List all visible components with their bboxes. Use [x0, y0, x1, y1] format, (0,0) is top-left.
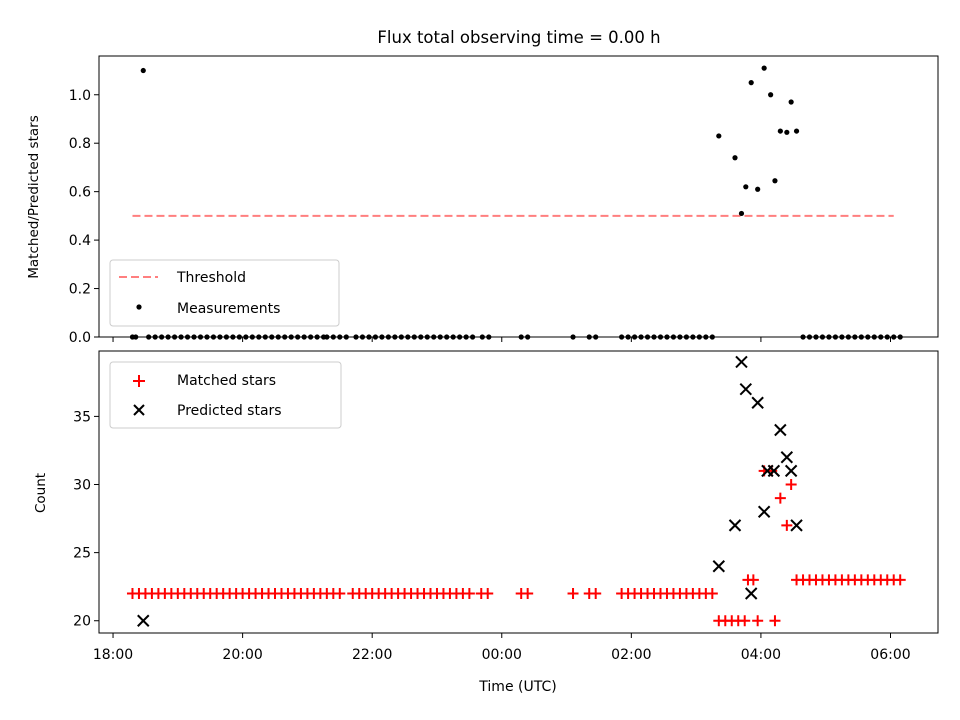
predicted-star-point — [739, 382, 753, 396]
measurements-legend-swatch — [136, 304, 142, 310]
predicted-star-point — [767, 464, 781, 478]
measurement-point — [788, 99, 794, 105]
predicted-star-stroke-b — [780, 451, 794, 464]
measurement-point — [761, 65, 767, 71]
ratio-legend: Threshold Measurements — [109, 259, 340, 327]
count-y-axis-label: Count — [33, 473, 49, 513]
predicted-star-point — [744, 587, 758, 600]
predicted-star-stroke-b — [735, 355, 748, 369]
count-x-tick-label: 06:00 — [870, 647, 910, 663]
measurement-point — [743, 184, 749, 190]
predicted-star-point — [735, 355, 748, 369]
predicted-star-stroke-b — [790, 519, 803, 532]
matched-stars-series — [126, 465, 906, 627]
measurement-point — [777, 128, 783, 134]
matched-star-point — [463, 587, 475, 599]
ratio-y-tick-label: 1.0 — [69, 88, 91, 104]
predicted-star-stroke-b — [784, 464, 798, 478]
matched-star-point — [894, 574, 906, 586]
matched-star-point — [590, 587, 602, 599]
matched-star-point — [785, 479, 797, 491]
predicted-star-stroke-b — [137, 614, 150, 627]
matched-star-point — [739, 615, 751, 627]
predicted-star-stroke-b — [712, 560, 726, 573]
matched-star-point — [334, 587, 346, 599]
matched-star-point — [706, 587, 718, 599]
predicted-star-point — [784, 464, 798, 478]
measurement-point — [793, 128, 800, 134]
matched-star-point — [769, 615, 781, 627]
ratio-y-tick-label: 0.0 — [69, 330, 91, 346]
predicted-star-point — [137, 614, 150, 627]
count-legend: Matched stars Predicted stars — [109, 361, 342, 429]
measurement-point — [140, 67, 146, 74]
matched-star-point — [774, 492, 786, 504]
matched-legend-swatch — [133, 375, 145, 387]
count-y-tick-label: 25 — [73, 546, 91, 562]
matched-star-point — [747, 574, 759, 586]
matched-star-point — [567, 587, 579, 599]
ratio-legend-box — [109, 259, 340, 327]
measurement-point — [755, 186, 761, 192]
ratio-x-axis — [112, 337, 891, 342]
ratio-y-tick-label: 0.2 — [69, 282, 91, 298]
ratio-y-axis: 0.0 0.2 0.4 0.6 0.8 1.0 — [69, 88, 99, 346]
measurements-legend-label: Measurements — [177, 301, 280, 317]
matched-star-point — [522, 587, 534, 599]
count-y-tick-label: 30 — [73, 478, 91, 494]
predicted-legend-swatch — [133, 404, 145, 416]
x-axis-label: Time (UTC) — [478, 679, 556, 695]
ratio-plot-frame — [98, 55, 939, 338]
count-x-tick-label: 20:00 — [222, 647, 262, 663]
predicted-star-stroke-b — [757, 505, 771, 518]
predicted-star-stroke-b — [744, 587, 758, 600]
count-x-axis: 18:00 20:00 22:00 00:00 02:00 04:00 06:00 — [93, 633, 911, 663]
matched-star-point — [752, 615, 764, 627]
measurement-point — [732, 155, 738, 161]
predicted-star-point — [751, 396, 764, 409]
count-x-tick-label: 22:00 — [352, 647, 392, 663]
measurement-point — [784, 129, 790, 135]
predicted-legend-label: Predicted stars — [177, 403, 282, 419]
predicted-star-stroke-b — [739, 382, 753, 396]
count-panel: Count Time (UTC) 20 25 30 35 18:00 20:00 22:0… — [33, 350, 939, 695]
ratio-y-tick-label: 0.4 — [69, 233, 91, 249]
measurement-point — [772, 178, 778, 184]
predicted-star-stroke-b — [774, 423, 787, 437]
ratio-y-tick-label: 0.8 — [69, 136, 91, 152]
count-y-axis: 20 25 30 35 — [73, 409, 99, 630]
predicted-star-stroke-b — [751, 396, 764, 409]
ratio-y-axis-label: Matched/Predicted stars — [26, 115, 42, 278]
predicted-star-stroke-b — [728, 519, 742, 532]
measurement-point — [748, 80, 754, 86]
predicted-star-stroke-b — [767, 464, 781, 478]
count-y-tick-label: 20 — [73, 614, 91, 630]
predicted-star-point — [728, 519, 742, 532]
matched-star-point — [781, 519, 793, 531]
measurement-point — [716, 133, 722, 139]
count-x-tick-label: 00:00 — [482, 647, 522, 663]
count-legend-box — [109, 361, 342, 429]
predicted-star-point — [790, 519, 803, 532]
ratio-y-tick-label: 0.6 — [69, 185, 91, 201]
measurement-point — [738, 210, 745, 217]
matched-star-point — [482, 587, 494, 599]
predicted-star-point — [774, 423, 787, 437]
measurement-point — [768, 92, 774, 98]
predicted-star-point — [780, 451, 794, 464]
predicted-stars-series — [137, 355, 803, 627]
threshold-legend-label: Threshold — [176, 270, 246, 286]
predicted-star-point — [712, 560, 726, 573]
chart-title: Flux total observing time = 0.00 h — [377, 28, 660, 47]
count-x-tick-label: 04:00 — [741, 647, 781, 663]
predicted-star-point — [757, 505, 771, 518]
matched-legend-label: Matched stars — [177, 373, 276, 389]
count-x-tick-label: 02:00 — [611, 647, 651, 663]
ratio-panel: Flux total observing time = 0.00 h Match… — [26, 28, 939, 346]
count-x-tick-label: 18:00 — [93, 647, 133, 663]
count-plot-frame — [98, 350, 939, 634]
count-y-tick-label: 35 — [73, 409, 91, 425]
